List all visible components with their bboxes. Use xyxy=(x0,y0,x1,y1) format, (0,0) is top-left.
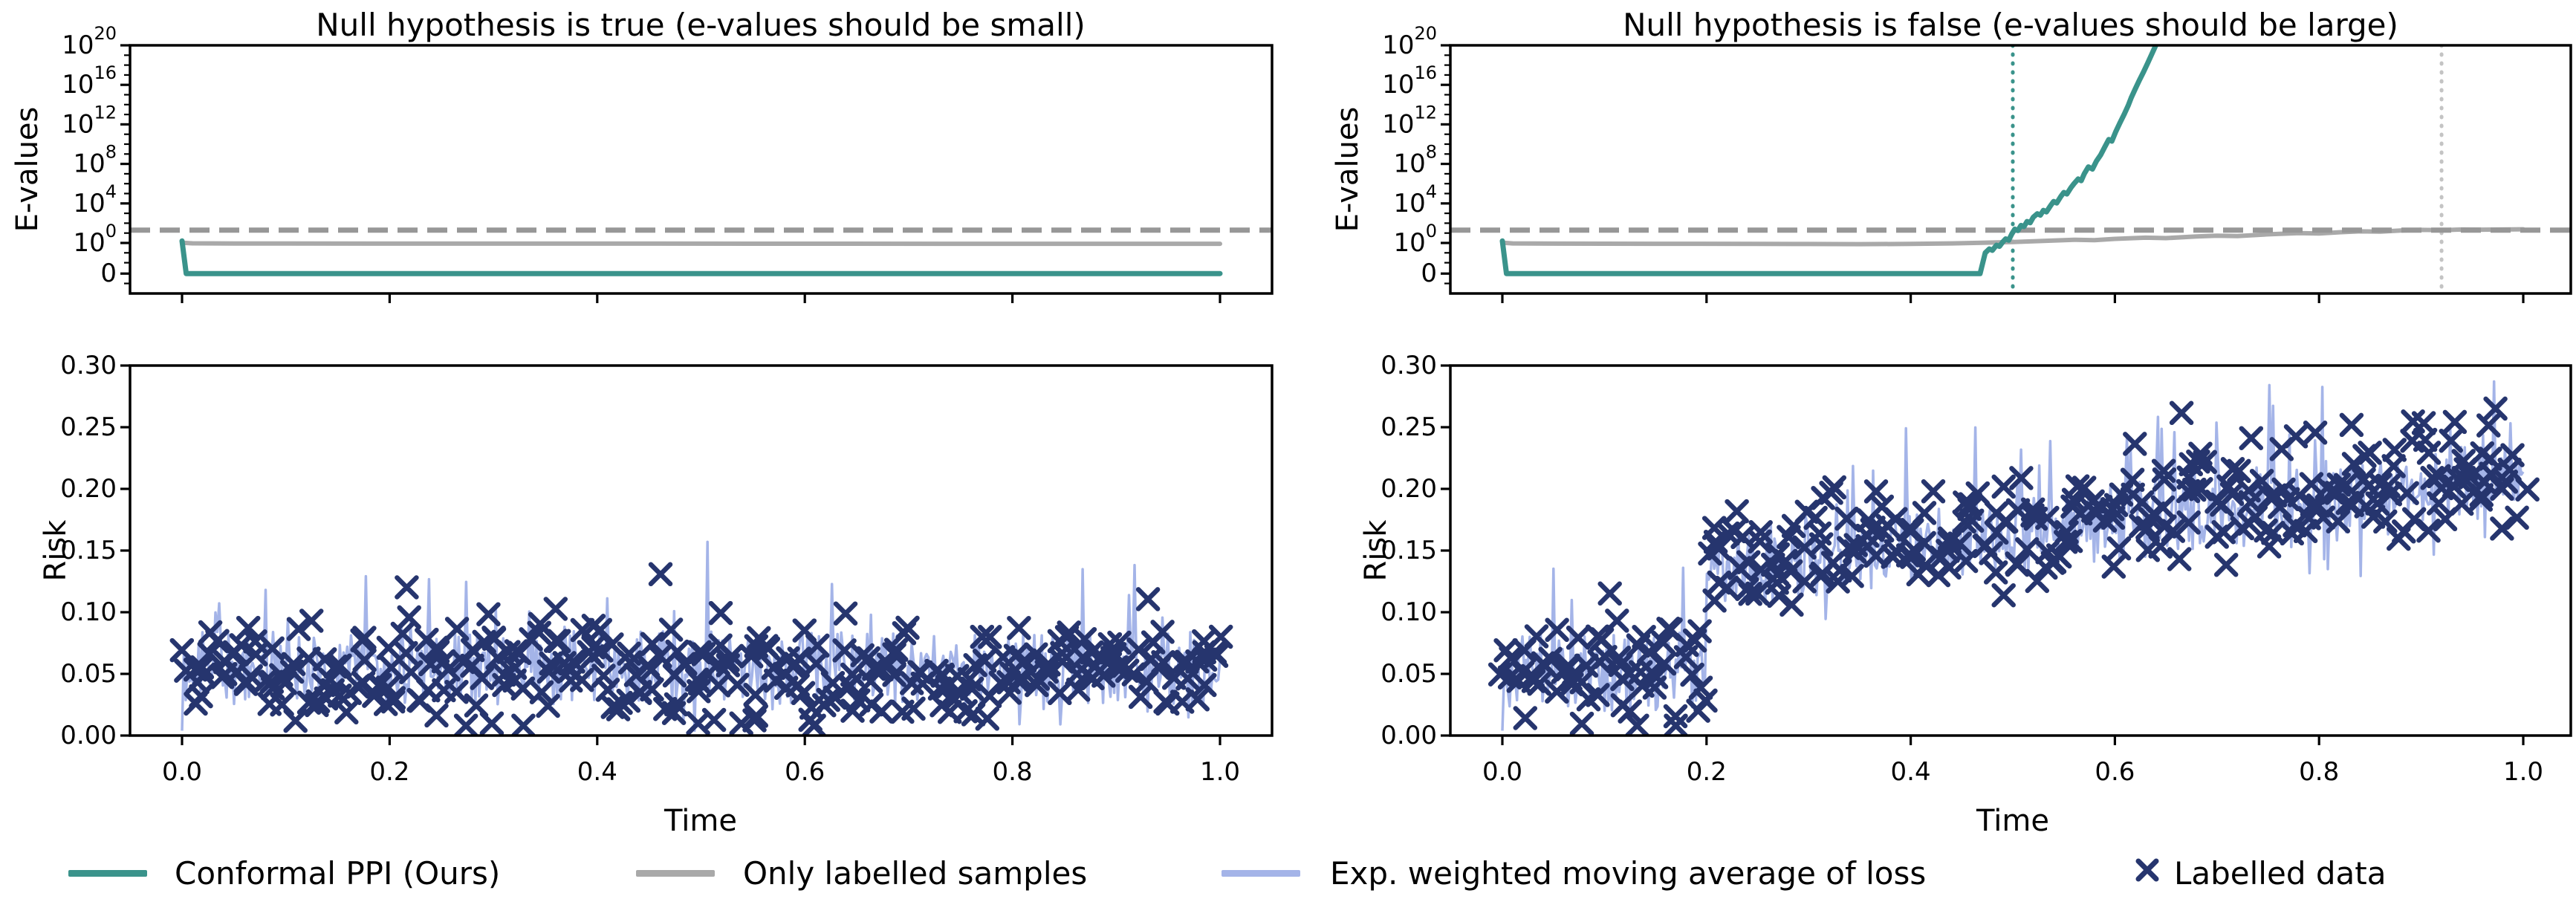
plot-area xyxy=(169,540,1233,736)
conformal-ppi-line-swatch xyxy=(68,869,147,877)
legend-item-ewma: Exp. weighted moving average of loss xyxy=(1222,854,1926,892)
axes-spines xyxy=(129,364,1274,737)
y-tick-label: 0.15 xyxy=(60,536,117,565)
title-top-right: Null hypothesis is false (e-values shoul… xyxy=(1623,7,2398,43)
y-tick-label: 0.10 xyxy=(60,597,117,627)
y-tick-label: 0 xyxy=(100,259,117,288)
y-tick-label: 0 xyxy=(1421,259,1437,288)
subplot-bottom-left-risk: 0.00 0.05 0.10 0.15 0.20 0.25 0.30 0.0 0.2 0.4 0.6… xyxy=(60,351,1274,787)
y-tick-label: 108 xyxy=(1393,142,1437,179)
y-tick-label: 0.20 xyxy=(1381,474,1437,504)
axes-spines xyxy=(1449,44,2572,295)
y-tick-label: 1016 xyxy=(62,62,117,100)
xlabel-bottom-left-time: Time xyxy=(664,804,737,838)
x-tick-label: 0.4 xyxy=(577,757,617,787)
legend-item-conformal-ppi: Conformal PPI (Ours) xyxy=(68,854,500,892)
y-tick-label: 1012 xyxy=(62,102,117,139)
y-tick-label: 0.25 xyxy=(1381,412,1437,442)
y-tick-label: 0.30 xyxy=(60,351,117,380)
y-tick-label: 0.15 xyxy=(1381,536,1437,565)
axis-ticks: 0.00 0.05 0.10 0.15 0.20 0.25 0.30 0.0 0.2 0.4 0.6… xyxy=(60,351,1240,787)
legend-label: Labelled data xyxy=(2174,854,2387,892)
plot-area xyxy=(1450,45,2571,293)
y-tick-label: 1020 xyxy=(1382,23,1437,60)
line-conformal-ppi-ours- xyxy=(1499,45,2159,276)
ylabel-top-left-evalues: E-values xyxy=(10,107,45,233)
line-only-labelled-samples xyxy=(180,240,1222,247)
axes-spines xyxy=(1449,364,2572,737)
y-tick-label: 0.05 xyxy=(60,659,117,689)
y-tick-label: 100 xyxy=(73,221,117,258)
static-text-layer: Null hypothesis is true (e-values should… xyxy=(10,7,2398,838)
x-tick-label: 0.6 xyxy=(2095,757,2135,787)
axes-spines xyxy=(129,44,1274,295)
x-tick-label: 1.0 xyxy=(1200,757,1240,787)
x-tick-label: 0.0 xyxy=(162,757,202,787)
ewma-line-swatch xyxy=(1222,869,1300,877)
y-tick-label: 0.25 xyxy=(60,412,117,442)
y-tick-label: 100 xyxy=(1393,221,1437,258)
x-tick-label: 0.8 xyxy=(993,757,1033,787)
x-tick-label: 0.2 xyxy=(1687,757,1727,787)
y-tick-label: 0.30 xyxy=(1381,351,1437,380)
line-conformal-ppi-ours- xyxy=(179,238,1223,276)
x-tick-label: 0.4 xyxy=(1891,757,1931,787)
y-tick-label: 1016 xyxy=(1382,62,1437,100)
y-tick-label: 0.20 xyxy=(60,474,117,504)
plot-area xyxy=(1487,380,2540,736)
axis-ticks: 0.00 0.05 0.10 0.15 0.20 0.25 0.30 0.0 0.2 0.4 0.6… xyxy=(1381,351,2543,787)
subplot-bottom-right-risk: 0.00 0.05 0.10 0.15 0.20 0.25 0.30 0.0 0.2 0.4 0.6… xyxy=(1381,351,2572,787)
y-tick-label: 0.10 xyxy=(1381,597,1437,627)
legend-label: Exp. weighted moving average of loss xyxy=(1330,854,1927,892)
x-tick-label: 0.0 xyxy=(1482,757,1522,787)
labelled-data-markers xyxy=(169,562,1233,736)
legend-label: Conformal PPI (Ours) xyxy=(175,854,501,892)
y-tick-label: 1020 xyxy=(62,23,117,60)
y-tick-label: 104 xyxy=(1393,181,1437,218)
title-top-left: Null hypothesis is true (e-values should… xyxy=(316,7,1086,43)
labelled-data-markers xyxy=(1487,396,2540,736)
ylabel-top-right-evalues: E-values xyxy=(1331,107,1365,233)
y-tick-label: 0.00 xyxy=(1381,721,1437,750)
line-only-labelled-samples xyxy=(1500,227,2525,247)
xlabel-bottom-right-time: Time xyxy=(1976,804,2049,838)
legend-label: Only labelled samples xyxy=(743,854,1088,892)
x-marker-icon xyxy=(2135,858,2159,882)
x-tick-label: 0.6 xyxy=(785,757,825,787)
x-tick-label: 1.0 xyxy=(2503,757,2543,787)
y-tick-label: 0.05 xyxy=(1381,659,1437,689)
plot-area xyxy=(130,227,1272,276)
legend-item-labelled-data: Labelled data xyxy=(2131,854,2386,892)
ylabel-bottom-left-risk: Risk xyxy=(39,519,73,582)
legend-item-only-labelled: Only labelled samples xyxy=(636,854,1087,892)
x-tick-label: 0.8 xyxy=(2299,757,2339,787)
only-labelled-line-swatch xyxy=(636,869,715,877)
y-tick-label: 1012 xyxy=(1382,102,1437,139)
y-tick-label: 0.00 xyxy=(60,721,117,750)
y-tick-label: 104 xyxy=(73,181,117,218)
y-tick-label: 108 xyxy=(73,142,117,179)
x-tick-label: 0.2 xyxy=(369,757,409,787)
ylabel-bottom-right-risk: Risk xyxy=(1359,519,1393,582)
